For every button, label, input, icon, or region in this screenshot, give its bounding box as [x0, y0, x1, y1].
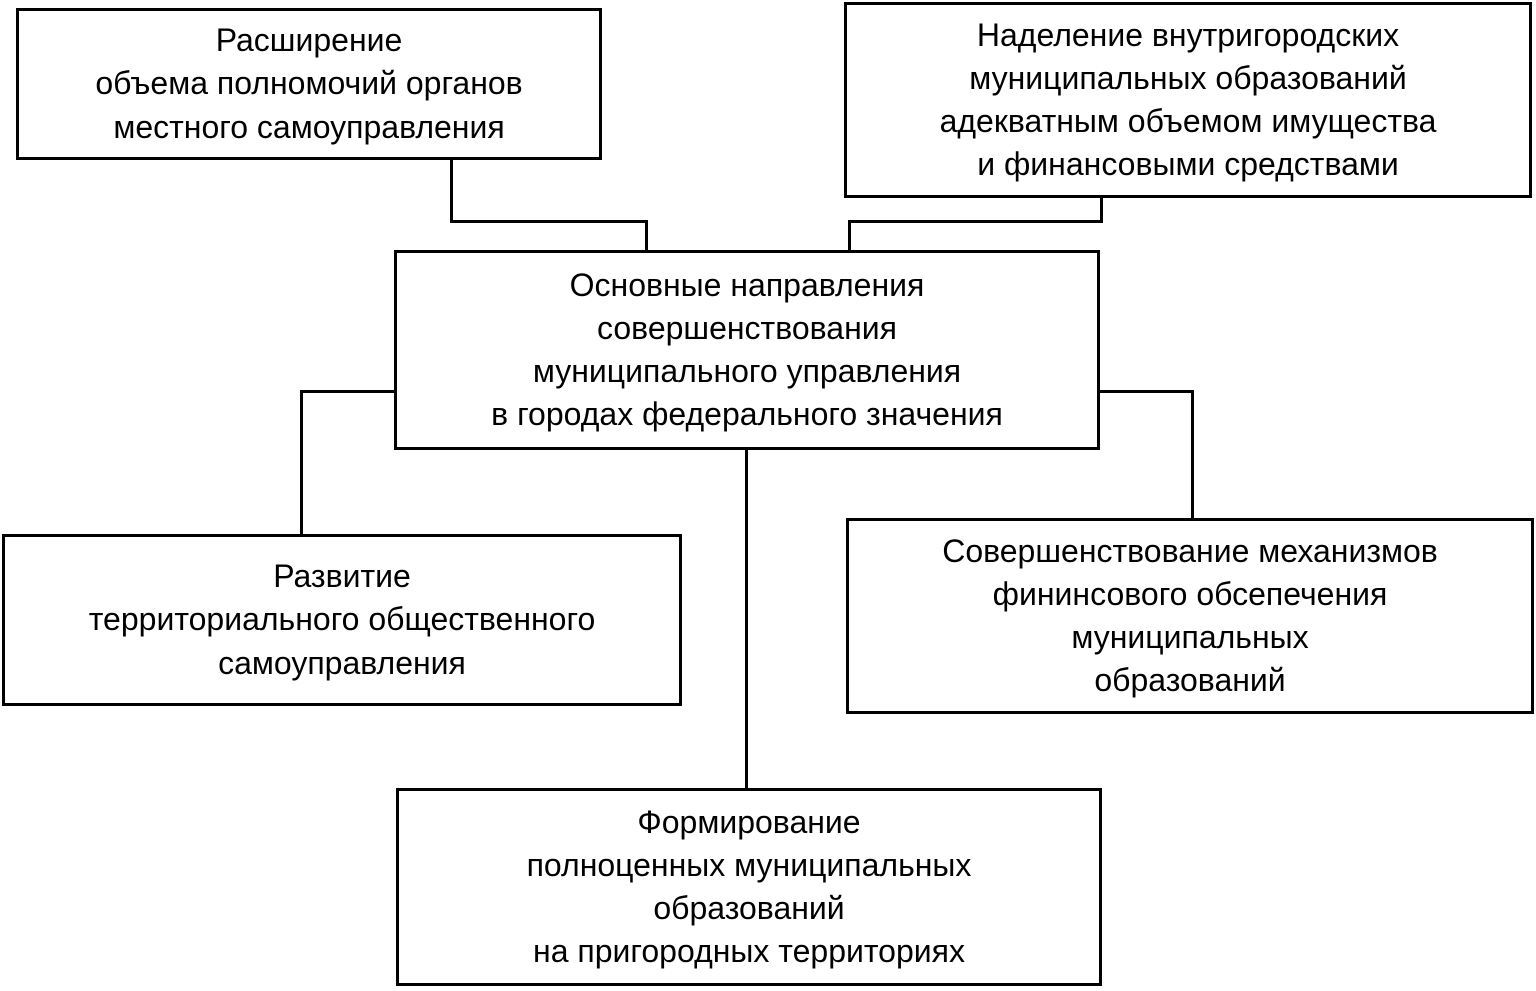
- mid-left-node-text: Развитиетерриториального общественногоса…: [89, 555, 595, 685]
- edge-center-topleft-2: [450, 220, 648, 223]
- bottom-node-text: Формированиеполноценных муниципальныхобр…: [527, 801, 972, 974]
- center-node-text: Основные направлениясовершенствованиямун…: [491, 264, 1003, 437]
- mid-left-node: Развитиетерриториального общественногоса…: [2, 534, 682, 706]
- top-left-node-text: Расширениеобъема полномочий органовместн…: [95, 19, 522, 149]
- mid-right-node-text: Совершенствование механизмовфининсового …: [942, 530, 1438, 703]
- top-right-node-text: Наделение внутригородскихмуниципальных о…: [940, 14, 1437, 187]
- edge-center-topright-3: [1100, 198, 1103, 223]
- top-right-node: Наделение внутригородскихмуниципальных о…: [844, 2, 1532, 198]
- edge-center-bottom: [745, 450, 748, 788]
- edge-center-topleft-3: [450, 160, 453, 223]
- edge-center-midright-1: [1100, 390, 1194, 393]
- edge-center-topleft-1: [645, 220, 648, 250]
- center-node: Основные направлениясовершенствованиямун…: [394, 250, 1100, 450]
- edge-center-midleft-1: [300, 390, 394, 393]
- bottom-node: Формированиеполноценных муниципальныхобр…: [396, 788, 1102, 986]
- edge-center-topright-1: [848, 220, 851, 250]
- edge-center-topright-2: [848, 220, 1103, 223]
- mid-right-node: Совершенствование механизмовфининсового …: [846, 518, 1534, 714]
- edge-center-midright-2: [1191, 390, 1194, 518]
- top-left-node: Расширениеобъема полномочий органовместн…: [16, 8, 602, 160]
- edge-center-midleft-2: [300, 390, 303, 534]
